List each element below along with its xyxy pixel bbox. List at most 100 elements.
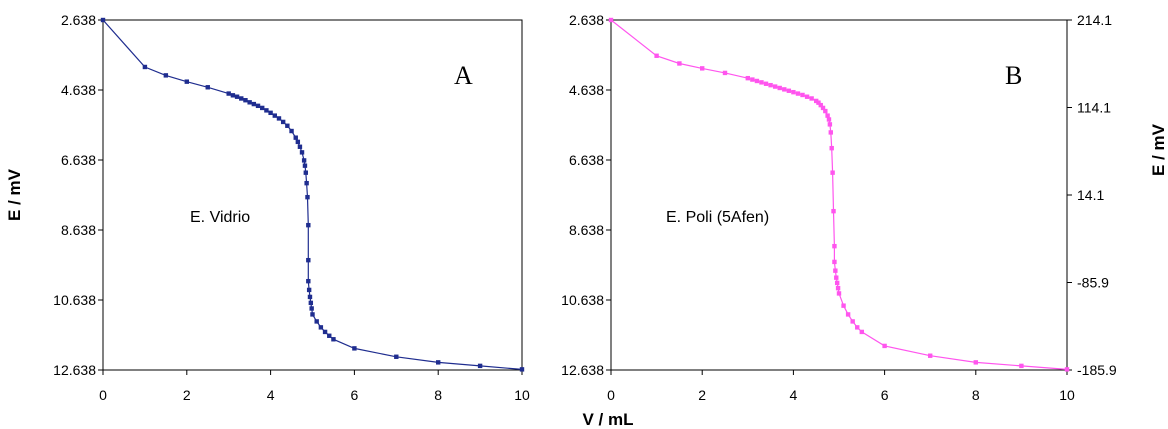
y-tick-label: 12.638 — [561, 362, 604, 378]
data-point — [268, 110, 273, 116]
data-point — [285, 123, 290, 128]
data-point — [327, 333, 332, 338]
y-tick-label: 8.638 — [61, 222, 96, 238]
data-point — [184, 79, 189, 84]
data-point — [745, 75, 750, 81]
data-point — [1019, 363, 1024, 369]
data-point — [777, 85, 782, 91]
data-point — [301, 158, 307, 163]
data-point — [677, 61, 682, 66]
data-point — [759, 80, 764, 85]
data-point — [786, 88, 792, 93]
data-point — [234, 94, 240, 99]
data-point — [795, 91, 801, 96]
data-point — [352, 346, 357, 351]
data-point — [302, 163, 308, 168]
data-point — [827, 122, 833, 127]
x-tick-label: 8 — [972, 387, 980, 403]
x-tick-label: 10 — [514, 387, 530, 403]
data-point — [828, 130, 833, 135]
data-point — [243, 98, 248, 103]
data-point — [142, 64, 148, 70]
data-point — [306, 287, 312, 293]
panel-a: 0 2 4 6 8 10 2.638 4.638 6.638 8.638 10.638 12.638 A… — [53, 12, 530, 403]
data-point — [303, 170, 308, 175]
data-point — [830, 170, 835, 175]
y-tick-label: 6.638 — [61, 152, 96, 168]
data-point — [299, 150, 305, 155]
data-point — [272, 113, 277, 118]
data-point — [314, 319, 319, 324]
data-point — [754, 78, 760, 84]
data-point — [260, 105, 265, 111]
data-point — [772, 84, 778, 89]
data-point — [700, 66, 705, 71]
x-tick-label: 4 — [790, 387, 798, 403]
data-point — [823, 108, 828, 114]
data-point — [247, 100, 252, 105]
data-point — [226, 91, 231, 96]
data-point — [308, 300, 314, 306]
data-point — [264, 108, 269, 113]
data-point — [782, 87, 787, 92]
data-point — [832, 259, 837, 265]
data-point — [230, 93, 236, 98]
plot-area-b — [610, 19, 1068, 371]
data-point — [829, 145, 834, 151]
data-point — [322, 329, 328, 335]
right-y-tick-label: 214.1 — [1077, 12, 1112, 28]
right-y-axis-title: E / mV — [1149, 123, 1168, 176]
data-point — [239, 96, 244, 101]
data-point — [928, 353, 933, 358]
x-tick-label: 0 — [99, 387, 107, 403]
data-point — [814, 98, 819, 104]
data-point — [820, 105, 826, 111]
data-point — [305, 194, 310, 200]
data-point — [816, 100, 821, 105]
data-point — [251, 101, 257, 107]
data-point — [768, 82, 773, 88]
data-point — [297, 144, 303, 149]
y-tick-label: 10.638 — [561, 292, 604, 308]
x-tick-label: 2 — [183, 387, 191, 403]
data-point — [608, 17, 614, 23]
data-point — [791, 89, 796, 95]
data-point — [436, 360, 441, 365]
plot-area-a — [102, 19, 523, 371]
data-point — [834, 280, 840, 286]
panel-b: 0 2 4 6 8 10 2.638 4.638 6.638 8.638 10.638 12.638 2… — [561, 12, 1117, 403]
x-axis-title: V / mL — [582, 410, 633, 429]
data-point — [973, 360, 978, 365]
data-point — [804, 94, 810, 99]
data-point — [763, 81, 769, 86]
data-point — [654, 53, 659, 58]
x-tick-label: 6 — [351, 387, 359, 403]
data-point — [310, 312, 315, 317]
data-point — [855, 325, 860, 330]
y-tick-label: 4.638 — [569, 82, 604, 98]
data-point — [845, 312, 851, 317]
data-point — [841, 303, 846, 308]
data-point — [307, 294, 313, 300]
data-point — [882, 343, 887, 349]
series-line-b — [610, 19, 1068, 370]
data-point — [800, 92, 805, 98]
x-tick-label: 2 — [698, 387, 706, 403]
data-point — [750, 77, 755, 82]
data-point — [394, 354, 399, 359]
data-point — [850, 319, 855, 324]
data-point — [826, 117, 832, 122]
data-point — [306, 222, 311, 228]
y-tick-label: 2.638 — [569, 12, 604, 28]
data-point — [100, 17, 106, 23]
data-point — [163, 73, 169, 78]
right-y-tick-label: 114.1 — [1077, 100, 1111, 116]
y-tick-label: 8.638 — [569, 222, 604, 238]
panel-letter: B — [1005, 61, 1022, 90]
data-point — [289, 128, 294, 134]
x-tick-label: 0 — [607, 387, 615, 403]
data-point — [304, 180, 309, 186]
x-tick-label: 4 — [267, 387, 275, 403]
data-point — [276, 116, 282, 121]
